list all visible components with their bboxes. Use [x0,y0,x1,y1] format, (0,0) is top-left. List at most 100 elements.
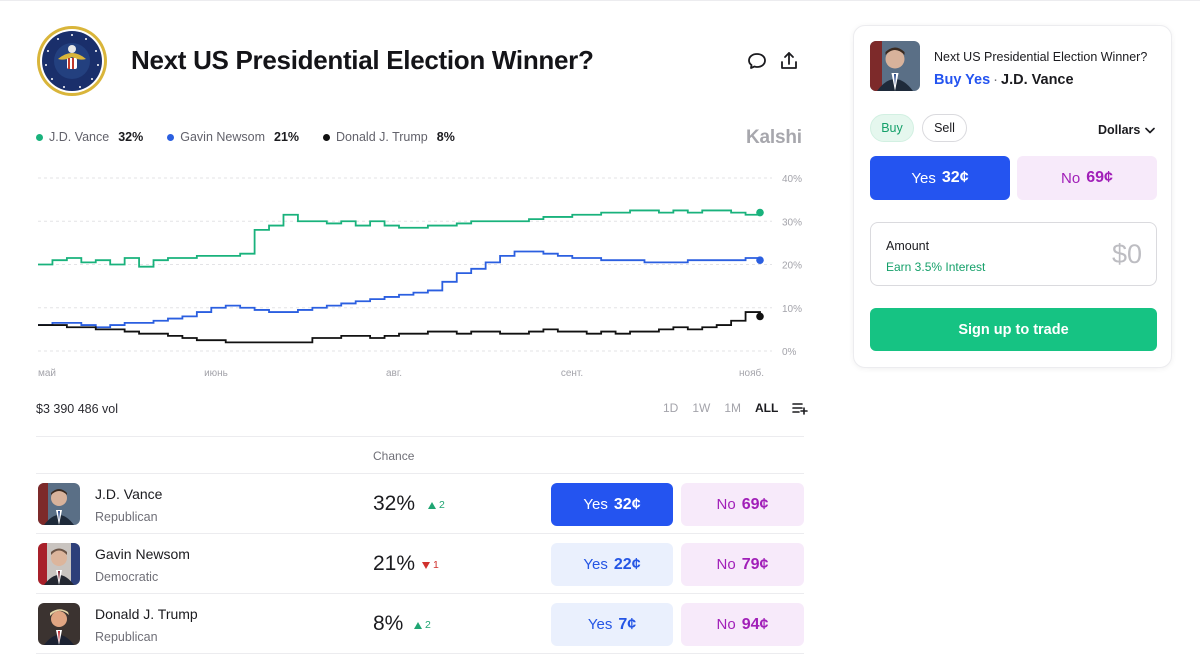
legend-dot [36,133,43,141]
legend-dot [167,133,175,141]
avatar [38,483,80,525]
y-tick-label: 30% [782,217,802,228]
series-line [38,250,761,329]
yes-label: Yes [583,496,608,513]
candidate-name: Gavin Newsom [95,546,190,562]
no-label: No [1061,169,1081,187]
sign-up-button[interactable]: Sign up to trade [870,308,1157,351]
no-label: No [716,556,736,573]
price-history-chart[interactable]: 0% 10% 20% 30% 40% май июнь авг. сент. нояб. [30,168,810,383]
yes-price: 32¢ [941,169,969,186]
legend-item-trump: Donald J. Trump 8% [323,130,455,144]
top-divider [0,0,1200,4]
legend-value: 8% [436,130,455,144]
legend-dot [323,133,331,141]
unit-dropdown[interactable]: Dollars [1098,123,1156,137]
amount-label: Amount [886,239,930,253]
panel-yes-button[interactable]: Yes 32¢ [870,156,1010,200]
delta-value: 2 [439,499,445,511]
outcomes-table-header: Chance [36,436,804,474]
buy-no-button[interactable]: No 94¢ [681,603,804,646]
arrow-down-icon [422,561,430,569]
chance-delta: 1 [422,559,439,571]
arrow-up-icon [428,501,436,509]
candidate-party: Democratic [95,570,159,584]
share-icon[interactable] [778,50,800,72]
panel-question: Next US Presidential Election Winner? [934,50,1148,64]
candidate-name: J.D. Vance [95,486,163,502]
outcome-row-trump[interactable]: Donald J. Trump Republican 8% 2 Yes 7¢ N… [36,594,804,654]
legend-name: Donald J. Trump [336,130,428,144]
panel-no-button[interactable]: No 69¢ [1017,156,1157,200]
chevron-down-icon [1145,127,1156,134]
presidential-seal-logo [36,25,108,97]
kalshi-logo: Kalshi [746,127,802,148]
buy-no-button[interactable]: No 79¢ [681,543,804,586]
legend-name: Gavin Newsom [180,130,265,144]
time-range-selector: 1D 1W 1M ALL [663,401,809,415]
buy-yes-button[interactable]: Yes 22¢ [551,543,673,586]
avatar [870,41,920,91]
range-1w[interactable]: 1W [692,401,711,415]
series-endpoint [756,312,764,321]
chance-column-header: Chance [373,449,415,463]
panel-action: Buy Yes [934,72,991,88]
chart-legend: J.D. Vance 32% Gavin Newsom 21% Donald J… [36,130,455,144]
buy-yes-button[interactable]: Yes 7¢ [551,603,673,646]
legend-value: 32% [118,130,144,144]
candidate-party: Republican [95,510,158,524]
delta-value: 2 [425,619,431,631]
series-line [38,311,761,344]
buy-tab[interactable]: Buy [870,114,914,142]
series-line [38,209,761,268]
chance-value: 32% [373,492,416,515]
buy-yes-button[interactable]: Yes 32¢ [551,483,673,526]
no-price: 94¢ [741,615,769,633]
series-endpoint [756,208,764,217]
comment-icon[interactable] [746,50,768,72]
panel-candidate: J.D. Vance [1001,72,1074,88]
outcome-row-vance[interactable]: J.D. Vance Republican 32% 2 Yes 32¢ No 6… [36,474,804,534]
chance-value: 8% [373,612,404,635]
x-tick-label: авг. [386,368,402,379]
panel-selection: Buy Yes · J.D. Vance [934,72,1074,88]
trade-panel: Next US Presidential Election Winner? Bu… [853,25,1172,368]
x-tick-label: сент. [561,368,583,379]
legend-item-vance: J.D. Vance 32% [36,130,143,144]
no-price: 69¢ [1086,169,1113,186]
outcome-row-newsom[interactable]: Gavin Newsom Democratic 21% 1 Yes 22¢ No… [36,534,804,594]
chance-delta: 2 [414,619,431,631]
avatar [38,603,80,645]
yes-label: Yes [911,169,936,187]
legend-value: 21% [274,130,300,144]
x-tick-label: май [38,368,56,379]
legend-name: J.D. Vance [49,130,110,144]
yes-price: 22¢ [613,555,641,573]
yes-label: Yes [583,556,608,573]
buy-no-button[interactable]: No 69¢ [681,483,804,526]
x-tick-label: нояб. [739,367,764,379]
range-1d[interactable]: 1D [663,401,679,415]
no-price: 79¢ [741,555,769,573]
unit-label: Dollars [1098,123,1141,137]
candidate-party: Republican [95,630,158,644]
amount-input[interactable]: Amount Earn 3.5% Interest $0 [870,222,1157,286]
avatar [38,543,80,585]
amount-value: $0 [1111,239,1142,269]
range-all[interactable]: ALL [755,401,779,415]
volume-label: $3 390 486 vol [36,402,119,416]
y-tick-label: 20% [782,261,802,272]
chance-delta: 2 [428,499,445,511]
add-list-icon[interactable] [792,401,809,415]
sell-tab[interactable]: Sell [922,114,967,142]
yes-price: 32¢ [613,495,641,513]
no-label: No [716,616,736,633]
y-tick-label: 0% [782,347,797,358]
market-title: Next US Presidential Election Winner? [131,45,594,75]
y-tick-label: 40% [782,174,802,185]
interest-label: Earn 3.5% Interest [886,260,986,274]
legend-item-newsom: Gavin Newsom 21% [167,130,299,144]
chance-value: 21% [373,552,416,575]
yes-price: 7¢ [618,615,637,633]
range-1m[interactable]: 1M [724,401,742,415]
